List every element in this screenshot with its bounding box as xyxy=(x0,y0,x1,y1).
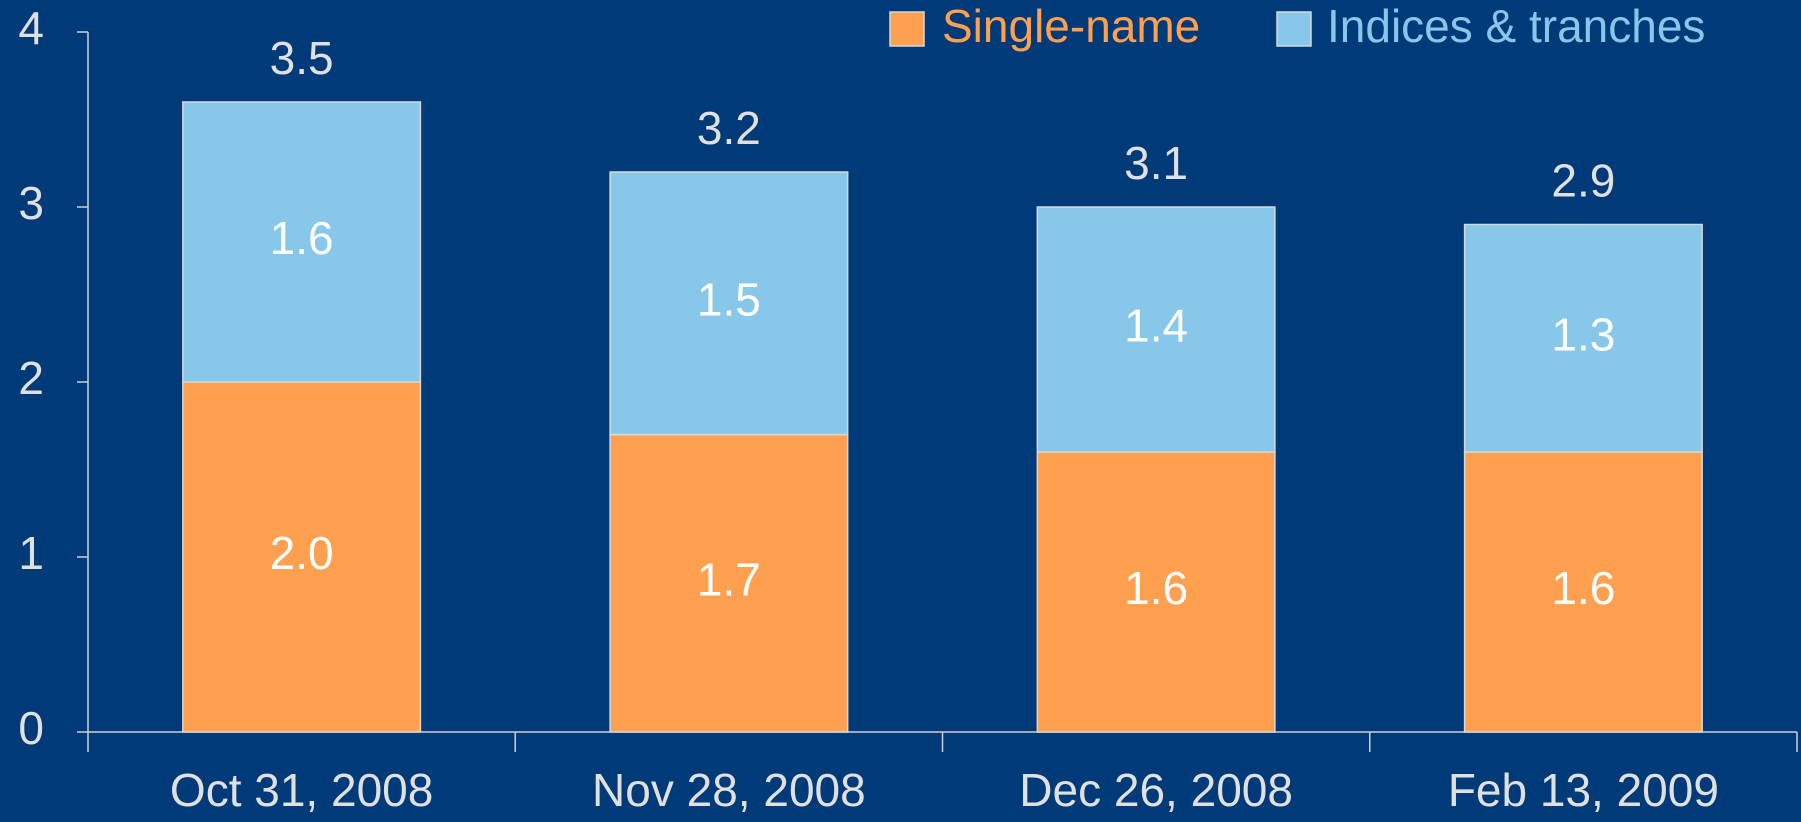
total-label: 3.5 xyxy=(270,32,334,84)
data-label: 1.7 xyxy=(697,553,761,605)
legend-label: Indices & tranches xyxy=(1327,0,1705,52)
x-tick-label: Oct 31, 2008 xyxy=(170,764,433,816)
bar-segment xyxy=(1036,206,1276,453)
x-tick-label: Dec 26, 2008 xyxy=(1019,764,1293,816)
bar-segment xyxy=(609,171,849,436)
legend-swatch xyxy=(889,11,925,47)
total-label: 3.1 xyxy=(1124,137,1188,189)
bar-segment xyxy=(1463,223,1703,453)
bar-segment xyxy=(182,101,422,383)
legend-label: Single-name xyxy=(942,0,1200,52)
y-tick-label: 0 xyxy=(18,702,44,754)
y-tick-label: 4 xyxy=(18,2,44,54)
y-tick-label: 1 xyxy=(18,527,44,579)
data-label: 1.4 xyxy=(1124,300,1188,352)
data-label: 1.5 xyxy=(697,273,761,325)
data-label: 1.6 xyxy=(1124,562,1188,614)
y-tick-label: 3 xyxy=(18,177,44,229)
x-tick-label: Feb 13, 2009 xyxy=(1448,764,1719,816)
data-label: 2.0 xyxy=(270,527,334,579)
total-label: 2.9 xyxy=(1551,155,1615,207)
total-label: 3.2 xyxy=(697,102,761,154)
bar-segment xyxy=(609,433,849,733)
x-tick-label: Nov 28, 2008 xyxy=(592,764,866,816)
y-tick-label: 2 xyxy=(18,352,44,404)
data-label: 1.3 xyxy=(1551,308,1615,360)
bar-segment xyxy=(182,381,422,733)
legend-swatch xyxy=(1276,11,1312,47)
bar-segment xyxy=(1036,451,1276,733)
data-label: 1.6 xyxy=(1551,562,1615,614)
data-label: 1.6 xyxy=(270,212,334,264)
